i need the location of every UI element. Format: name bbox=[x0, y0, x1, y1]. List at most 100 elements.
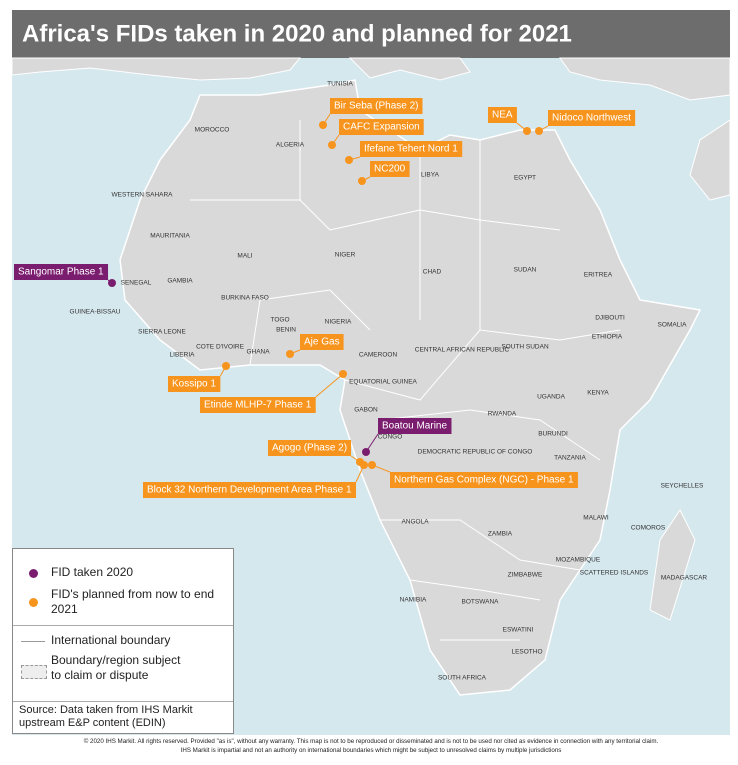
country-label: ANGOLA bbox=[401, 519, 429, 526]
project-dot bbox=[328, 141, 336, 149]
country-label: GABON bbox=[354, 407, 378, 414]
country-label: TANZANIA bbox=[554, 455, 586, 462]
country-label: MAURITANIA bbox=[150, 233, 190, 240]
project-label-box bbox=[488, 107, 517, 123]
project-label: Boatou Marine bbox=[382, 421, 447, 432]
project-dot bbox=[360, 461, 368, 469]
project-label-box bbox=[378, 418, 452, 434]
country-label: COTE D'IVOIRE bbox=[196, 344, 244, 351]
africa-land bbox=[119, 79, 702, 696]
country-label: MALI bbox=[237, 253, 252, 260]
project-label-box bbox=[200, 397, 316, 413]
country-label: CENTRAL AFRICAN REPUBLIC bbox=[415, 347, 510, 354]
legend-taken-dot bbox=[29, 569, 38, 578]
country-label: GAMBIA bbox=[167, 278, 193, 285]
country-label: COMOROS bbox=[631, 525, 666, 532]
project-dot bbox=[362, 448, 370, 456]
project-label: NC200 bbox=[374, 164, 406, 175]
legend-boundary-label: International boundary bbox=[51, 633, 171, 647]
europe-land bbox=[11, 57, 731, 101]
country-label: MOZAMBIQUE bbox=[556, 557, 601, 564]
country-label: SCATTERED ISLANDS bbox=[580, 570, 649, 577]
footer-line: © 2020 IHS Markit. All rights reserved. … bbox=[83, 738, 659, 745]
country-label: SENEGAL bbox=[121, 280, 152, 287]
project-label-box bbox=[268, 440, 352, 456]
madagascar-land bbox=[649, 509, 696, 621]
source: Source: Data taken from IHS Markit upstr… bbox=[19, 704, 193, 729]
country-label: UGANDA bbox=[537, 394, 565, 401]
country-label: EGYPT bbox=[514, 175, 536, 182]
project-dot bbox=[523, 127, 531, 135]
project-label-box bbox=[339, 119, 424, 135]
country-label: BENIN bbox=[276, 327, 296, 334]
project-label-box bbox=[360, 141, 463, 157]
project-dot bbox=[368, 461, 376, 469]
legend-planned-dot bbox=[29, 598, 38, 607]
project-dot bbox=[358, 177, 366, 185]
country-label: BURUNDI bbox=[538, 431, 568, 438]
country-label: ESWATINI bbox=[503, 627, 534, 634]
project-label: Nidoco Northwest bbox=[552, 113, 631, 124]
country-label: NIGER bbox=[335, 252, 356, 259]
project-label: Northern Gas Complex (NGC) - Phase 1 bbox=[394, 475, 574, 486]
project-dot bbox=[339, 370, 347, 378]
project-label: Etinde MLHP-7 Phase 1 bbox=[204, 400, 312, 411]
project-label: CAFC Expansion bbox=[343, 122, 420, 133]
project-label-box bbox=[548, 110, 636, 126]
country-label: WESTERN SAHARA bbox=[111, 192, 173, 199]
project-label: Aje Gas bbox=[304, 337, 340, 348]
country-label: LESOTHO bbox=[511, 649, 542, 656]
title-bar bbox=[12, 10, 730, 58]
project-label: NEA bbox=[492, 110, 513, 121]
country-label: SOUTH SUDAN bbox=[501, 344, 549, 351]
country-label: SIERRA LEONE bbox=[138, 329, 186, 336]
leader-line bbox=[315, 373, 344, 398]
country-label: TOGO bbox=[270, 317, 289, 324]
country-label: ZAMBIA bbox=[488, 531, 513, 538]
project-label-box bbox=[143, 482, 356, 498]
country-label: ETHIOPIA bbox=[592, 334, 623, 341]
legend-separator bbox=[13, 701, 233, 702]
project-dot bbox=[319, 121, 327, 129]
country-label: MOROCCO bbox=[195, 127, 230, 134]
project-label-box bbox=[390, 472, 578, 488]
project-label-box bbox=[14, 264, 109, 280]
country-label: LIBYA bbox=[421, 172, 440, 179]
country-label: RWANDA bbox=[488, 411, 517, 418]
title: Africa's FIDs taken in 2020 and planned … bbox=[22, 20, 572, 47]
project-label-box bbox=[168, 376, 221, 392]
project-dot bbox=[535, 127, 543, 135]
boundary-swatch bbox=[21, 641, 45, 642]
project-label-box bbox=[330, 98, 423, 114]
country-label: DJIBOUTI bbox=[595, 315, 625, 322]
project-label: Block 32 Northern Development Area Phase… bbox=[147, 485, 352, 496]
country-label: DEMOCRATIC REPUBLIC OF CONGO bbox=[418, 449, 533, 456]
project-label: Kossipo 1 bbox=[172, 379, 216, 390]
country-label: SOMALIA bbox=[658, 322, 688, 329]
country-label: NAMIBIA bbox=[400, 597, 427, 604]
legend-separator bbox=[13, 625, 233, 626]
footer-line: IHS Markit is impartial and not an autho… bbox=[180, 747, 562, 754]
country-label: CONGO bbox=[378, 434, 403, 441]
footer: © 2020 IHS Markit. All rights reserved. … bbox=[12, 737, 730, 755]
country-label: CAMEROON bbox=[359, 352, 398, 359]
country-label: MADAGASCAR bbox=[661, 575, 708, 582]
country-label: TUNISIA bbox=[327, 81, 353, 88]
project-dot bbox=[108, 279, 116, 287]
country-label: GHANA bbox=[246, 349, 270, 356]
country-label: GUINEA-BISSAU bbox=[70, 309, 121, 316]
disputed-swatch bbox=[21, 665, 47, 679]
country-label: SEYCHELLES bbox=[661, 483, 704, 490]
country-label: LIBERIA bbox=[170, 352, 196, 359]
country-label: SUDAN bbox=[514, 267, 537, 274]
legend-disputed-label: Boundary/region subject to claim or disp… bbox=[51, 653, 181, 682]
country-label: EQUATORIAL GUINEA bbox=[349, 379, 417, 386]
country-label: SOUTH AFRICA bbox=[438, 675, 487, 682]
country-label: MALAWI bbox=[583, 515, 609, 522]
boundaries bbox=[190, 120, 621, 641]
country-label: ZIMBABWE bbox=[508, 572, 543, 579]
project-label-box bbox=[300, 334, 344, 350]
country-label: KENYA bbox=[587, 390, 609, 397]
